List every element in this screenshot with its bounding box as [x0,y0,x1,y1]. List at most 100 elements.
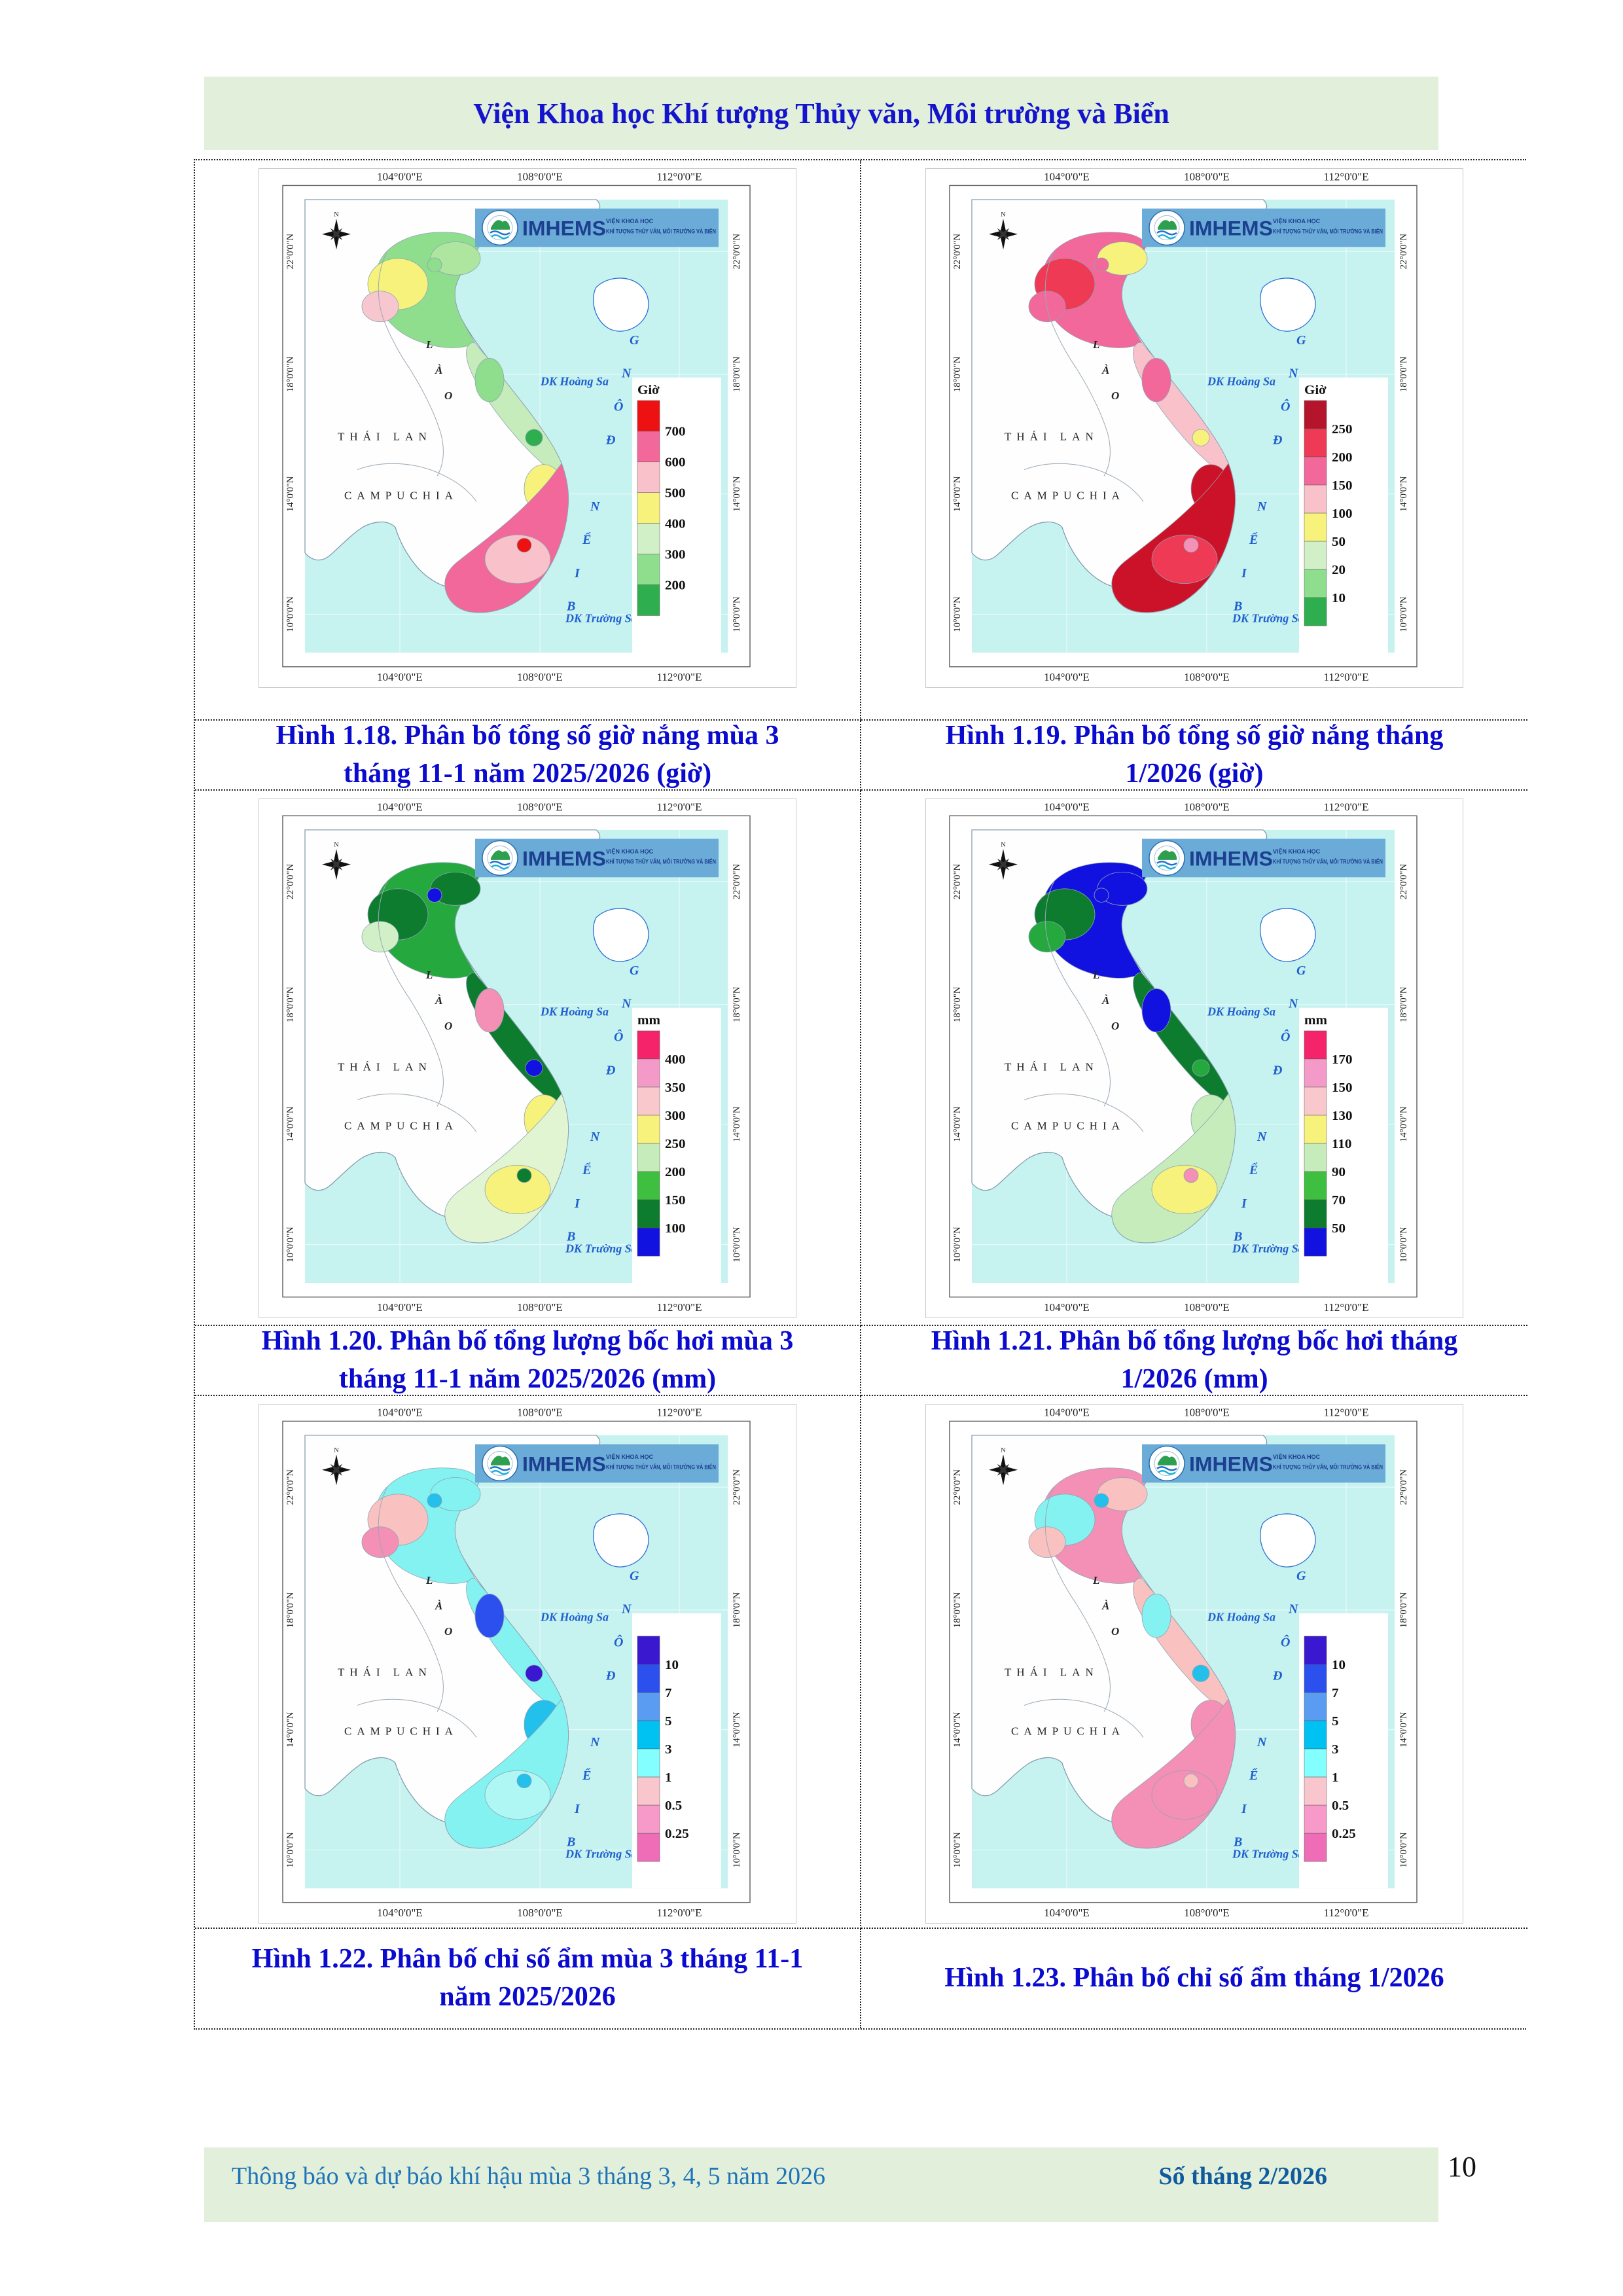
country-borders [1024,250,1144,502]
figure-caption: Hình 1.20. Phân bố tổng lượng bốc hơi mù… [261,1326,794,1394]
legend-value-label: 200 [665,1165,685,1179]
lon-label-top: 104°0'0"E [377,1407,423,1419]
legend-value-label: 400 [665,517,685,531]
region-north-spot [1094,257,1109,272]
lon-label-bottom: 104°0'0"E [377,1907,423,1919]
caption-cell: Hình 1.18. Phân bố tổng số giờ nắng mùa … [195,721,861,791]
map-slot: 104°0'0"E 108°0'0"E 112°0'0"E N [925,168,1463,688]
lon-label-top: 112°0'0"E [1324,801,1369,814]
legend-color-box [1304,1748,1327,1778]
label-truong-sa: DK Trường Sa [1232,1847,1304,1860]
region-central-patch [1141,358,1171,403]
label-bien-dong: BIỂNĐÔNG [1233,333,1306,614]
map-figure: 104°0'0"E 108°0'0"E 112°0'0"E N [925,798,1463,1318]
svg-text:VIỆN KHOA HỌC: VIỆN KHOA HỌC [1273,217,1321,224]
figure-cell-1-21: 104°0'0"E 108°0'0"E 112°0'0"E N [861,791,1527,1326]
figure-cell-1-20: 104°0'0"E 108°0'0"E 112°0'0"E N [195,791,861,1326]
legend-color-box [1304,1171,1327,1200]
svg-text:N: N [1001,211,1005,218]
label-truong-sa: DK Trường Sa [565,1242,637,1255]
hainan-island [1260,278,1316,332]
map-figure: 104°0'0"E 108°0'0"E 112°0'0"E N [925,1404,1463,1924]
region-south-spot [516,537,532,553]
legend-color-box [1304,1086,1327,1116]
compass-icon: N [989,841,1018,880]
lat-labels: 22°0'0"N 18°0'0"N 14°0'0"N 10°0'0"N 22°0… [285,864,742,1263]
map-slot: 104°0'0"E 108°0'0"E 112°0'0"E N [925,1404,1463,1924]
legend-color-box [1304,541,1327,570]
svg-text:18°0'0"N: 18°0'0"N [952,356,963,392]
legend-color-box [637,400,660,432]
lon-label-bottom: 112°0'0"E [657,1907,702,1919]
legend-value-label: 100 [1332,507,1352,521]
svg-text:KHÍ TƯỢNG THỦY VĂN, MÔI TRƯỜNG: KHÍ TƯỢNG THỦY VĂN, MÔI TRƯỜNG VÀ BIỂN [1273,228,1383,235]
legend-color-box [1304,1720,1327,1749]
figure-caption: Hình 1.23. Phân bố chỉ số ẩm tháng 1/202… [944,1963,1444,1994]
lon-label-top: 104°0'0"E [377,801,423,814]
legend-value-label: 10 [665,1658,679,1672]
svg-text:KHÍ TƯỢNG THỦY VĂN, MÔI TRƯỜNG: KHÍ TƯỢNG THỦY VĂN, MÔI TRƯỜNG VÀ BIỂN [606,228,716,235]
region-south-spot [516,1773,532,1789]
legend-color-box [637,1720,660,1749]
region-central-patch [474,988,505,1033]
lon-label-top: 112°0'0"E [657,171,702,183]
legend-color-box [1304,1636,1327,1665]
legend-color-box [637,1115,660,1144]
svg-text:IMHEMS: IMHEMS [522,847,606,870]
legend-title: Giờ [1304,383,1327,397]
svg-text:18°0'0"N: 18°0'0"N [952,1592,963,1628]
compass-icon: N [322,1446,351,1486]
svg-text:VIỆN KHOA HỌC: VIỆN KHOA HỌC [606,848,654,855]
svg-text:10°0'0"N: 10°0'0"N [732,1227,742,1263]
label-hoang-sa: DK Hoàng Sa [540,375,609,388]
label-cambodia: CAMPUCHIA [344,490,458,502]
figure-caption: Hình 1.21. Phân bố tổng lượng bốc hơi th… [931,1326,1458,1394]
svg-text:IMHEMS: IMHEMS [522,217,606,240]
map-figure: 104°0'0"E 108°0'0"E 112°0'0"E N [259,168,796,688]
svg-text:IMHEMS: IMHEMS [522,1452,606,1476]
region-central-spot [525,429,543,446]
figure-caption: Hình 1.22. Phân bố chỉ số ẩm mùa 3 tháng… [251,1944,804,2012]
svg-text:10°0'0"N: 10°0'0"N [285,1227,296,1263]
legend-color-box [1304,1664,1327,1693]
lon-label-bottom: 104°0'0"E [377,1301,423,1314]
legend: mm 400 350 300 250 200 150 100 [632,1007,721,1283]
label-cambodia: CAMPUCHIA [1011,1120,1125,1132]
svg-text:14°0'0"N: 14°0'0"N [952,476,963,512]
svg-text:14°0'0"N: 14°0'0"N [732,476,742,512]
lon-label-bottom: 112°0'0"E [1324,671,1369,683]
imhems-banner: IMHEMS VIỆN KHOA HỌC KHÍ TƯỢNG THỦY VĂN,… [1142,1444,1385,1483]
caption-cell: Hình 1.22. Phân bố chỉ số ẩm mùa 3 tháng… [195,1929,861,2028]
legend-value-label: 350 [665,1081,685,1095]
legend-color-box [1304,597,1327,626]
legend-color-box [637,1227,660,1257]
region-northeast-patch [430,1477,481,1511]
lon-label-bottom: 104°0'0"E [1044,1301,1090,1314]
svg-text:10°0'0"N: 10°0'0"N [285,1832,296,1868]
region-north-spot [427,888,442,903]
region-northeast-patch [1097,1477,1148,1511]
svg-text:22°0'0"N: 22°0'0"N [285,1469,296,1505]
imhems-banner: IMHEMS VIỆN KHOA HỌC KHÍ TƯỢNG THỦY VĂN,… [1142,838,1385,878]
label-truong-sa: DK Trường Sa [1232,1242,1304,1255]
svg-text:N: N [1001,841,1005,848]
imhems-logo-icon [482,1445,518,1482]
legend-value-label: 110 [1332,1137,1351,1151]
svg-text:22°0'0"N: 22°0'0"N [1399,864,1409,900]
lon-label-bottom: 112°0'0"E [657,1301,702,1314]
legend-value-label: 20 [1332,563,1346,577]
page-header-band: Viện Khoa học Khí tượng Thủy văn, Môi tr… [204,77,1438,150]
lat-labels: 22°0'0"N 18°0'0"N 14°0'0"N 10°0'0"N 22°0… [952,234,1409,632]
legend-value-label: 130 [1332,1109,1352,1123]
label-thailand: THÁI LAN [1005,1061,1099,1073]
label-thailand: THÁI LAN [338,1061,432,1073]
map-slot: 104°0'0"E 108°0'0"E 112°0'0"E N [259,1404,796,1924]
region-central-spot [1192,429,1210,446]
legend-color-box [1304,1833,1327,1862]
region-south-patch [484,534,551,584]
legend-value-label: 3 [665,1742,671,1757]
svg-text:18°0'0"N: 18°0'0"N [732,356,742,392]
lon-label-bottom: 108°0'0"E [1184,671,1230,683]
vietnam-climate-map: 104°0'0"E 108°0'0"E 112°0'0"E N [282,171,751,683]
label-thailand: THÁI LAN [1005,431,1099,443]
